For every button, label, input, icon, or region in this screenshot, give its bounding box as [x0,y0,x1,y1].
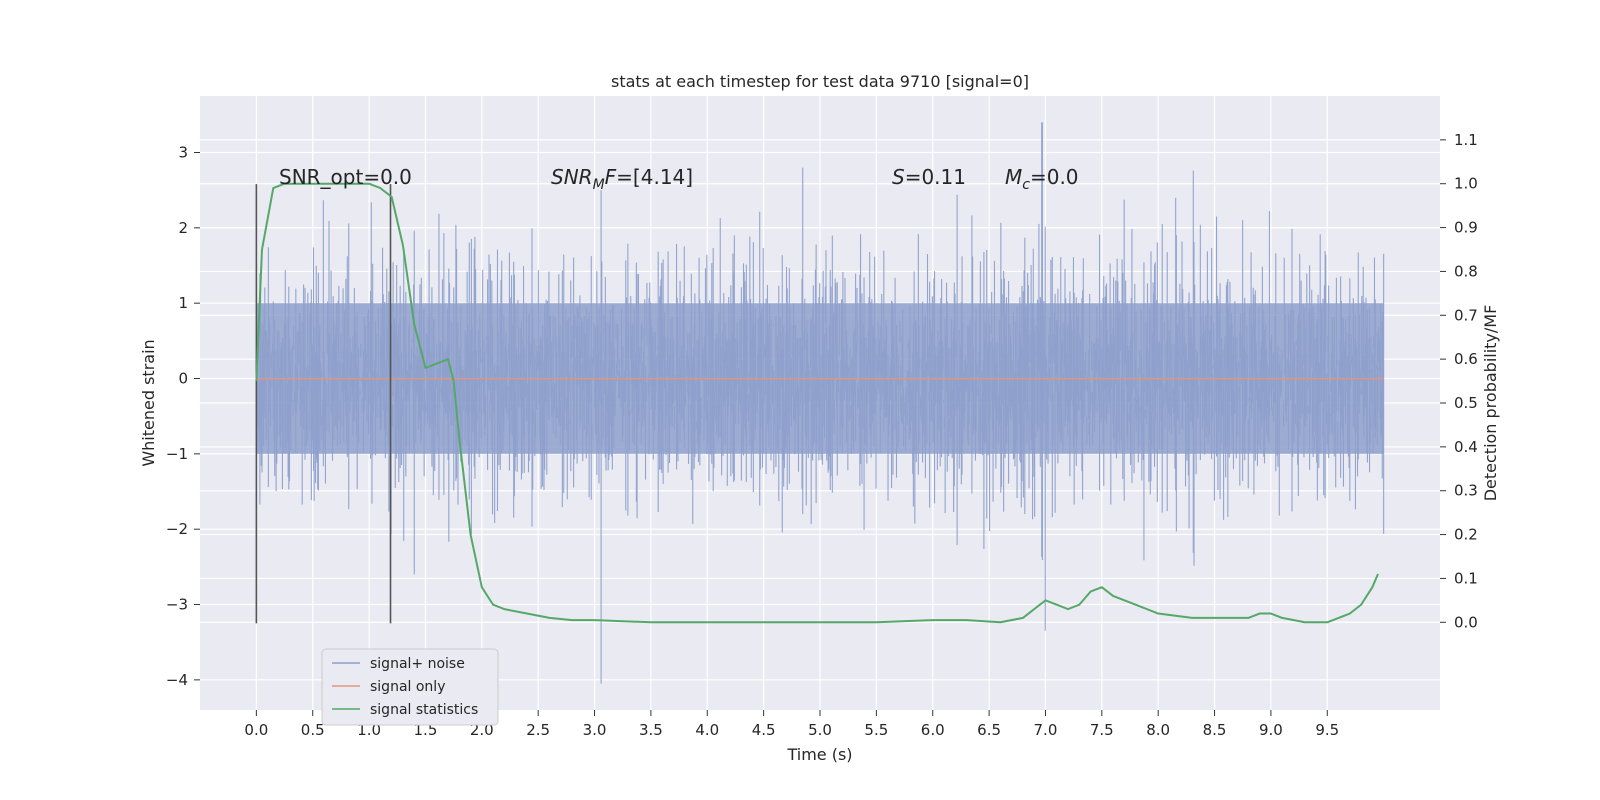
x-tick-label: 8.5 [1203,721,1227,739]
x-tick-label: 5.0 [808,721,832,739]
y2-tick-label: 0.6 [1454,350,1478,368]
s-symbol: S [892,165,905,189]
x-tick-label: 2.5 [526,721,550,739]
snr-mf-value: =[4.14] [616,165,693,189]
x-axis-label: Time (s) [786,745,852,764]
y-axis-label: Whitened strain [139,339,158,466]
y-tick-label: −1 [166,445,188,463]
series-signal-statistics [255,182,1379,624]
y2-tick-label: 0.7 [1454,306,1478,324]
x-tick-label: 9.5 [1315,721,1339,739]
y-tick-label: −2 [166,520,188,538]
y2-tick-label: 0.3 [1454,482,1478,500]
y-tick-label: 2 [178,219,188,237]
y2-tick-label: 0.4 [1454,438,1478,456]
y-tick-label: −4 [166,671,188,689]
annotation-snr-opt: SNR_opt=0.0 [279,165,412,189]
y2-tick-label: 0.9 [1454,219,1478,237]
x-tick-label: 9.0 [1259,721,1283,739]
annotation-snr-mf: SNRMF=[4.14] [551,165,693,193]
x-tick-label: 0.0 [244,721,268,739]
legend: signal+ noise signal only signal statist… [321,648,499,726]
y2-tick-label: 1.1 [1454,131,1478,149]
y-tick-label: −3 [166,596,188,614]
x-tick-label: 0.5 [301,721,325,739]
x-tick-label: 3.5 [639,721,663,739]
mc-subscript: c [1022,177,1030,193]
x-tick-label: 6.5 [977,721,1001,739]
legend-label-noise: signal+ noise [370,656,465,672]
x-tick-label: 7.5 [1090,721,1114,739]
y2-tick-label: 0.8 [1454,262,1478,280]
mc-value: =0.0 [1030,165,1079,189]
y2-tick-label: 0.0 [1454,613,1478,631]
signal-statistics-line [255,182,1379,624]
x-tick-label: 7.0 [1034,721,1058,739]
annotation-s: S=0.11 [892,165,966,189]
y-tick-label: 3 [178,144,188,162]
annotation-mc: Mc=0.0 [1005,165,1079,193]
y2-tick-label: 0.5 [1454,394,1478,412]
snr-mf-f: F [605,165,617,189]
x-tick-label: 4.0 [695,721,719,739]
legend-label-signal: signal only [370,679,445,695]
x-tick-label: 6.0 [921,721,945,739]
snr-mf-symbol: SNR [551,165,593,189]
x-tick-label: 8.0 [1146,721,1170,739]
y2-axis-label: Detection probability/MF [1481,305,1500,502]
y2-tick-label: 0.2 [1454,526,1478,544]
y2-tick-label: 1.0 [1454,175,1478,193]
y-tick-label: 1 [178,294,188,312]
legend-label-stats: signal statistics [370,702,478,718]
y-tick-label: 0 [178,370,188,388]
x-tick-label: 5.5 [864,721,888,739]
chart-title: stats at each timestep for test data 971… [611,72,1029,91]
y2-tick-label: 0.1 [1454,569,1478,587]
x-tick-label: 3.0 [583,721,607,739]
snr-mf-subscript: M [593,177,605,193]
legend-box [321,648,499,726]
x-tick-label: 4.5 [752,721,776,739]
s-value: =0.11 [905,165,966,189]
vertical-markers [255,184,392,624]
mc-symbol: M [1005,165,1022,189]
